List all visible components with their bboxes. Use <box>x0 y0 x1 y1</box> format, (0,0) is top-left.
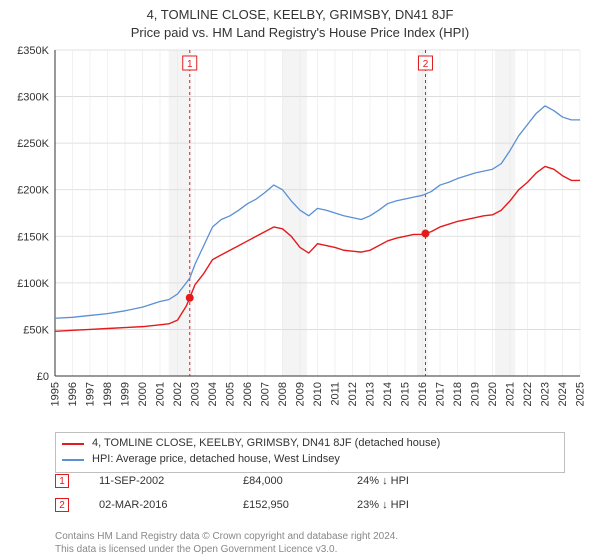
svg-text:1995: 1995 <box>49 382 61 406</box>
svg-text:2021: 2021 <box>504 382 516 406</box>
svg-text:1999: 1999 <box>119 382 131 406</box>
chart-title-sub: Price paid vs. HM Land Registry's House … <box>0 24 600 42</box>
svg-text:£350K: £350K <box>17 45 49 57</box>
svg-text:2022: 2022 <box>522 382 534 406</box>
svg-text:£100K: £100K <box>17 278 49 290</box>
svg-text:2009: 2009 <box>294 382 306 406</box>
legend-label: HPI: Average price, detached house, West… <box>92 452 340 468</box>
svg-text:2002: 2002 <box>172 382 184 406</box>
chart-svg: £0 £50K £100K £150K £200K £250K £300K £350K 1995… <box>0 44 600 424</box>
svg-text:2003: 2003 <box>189 382 201 406</box>
legend-item: HPI: Average price, detached house, West… <box>62 452 558 468</box>
svg-text:2018: 2018 <box>452 382 464 406</box>
svg-text:2025: 2025 <box>574 382 586 406</box>
svg-text:2006: 2006 <box>242 382 254 406</box>
svg-text:2016: 2016 <box>417 382 429 406</box>
footer-line: Contains HM Land Registry data © Crown c… <box>55 530 565 543</box>
chart-titles: 4, TOMLINE CLOSE, KEELBY, GRIMSBY, DN41 … <box>0 0 600 41</box>
legend-item: 4, TOMLINE CLOSE, KEELBY, GRIMSBY, DN41 … <box>62 436 558 452</box>
svg-text:1998: 1998 <box>102 382 114 406</box>
svg-text:2024: 2024 <box>557 382 569 406</box>
svg-text:£300K: £300K <box>17 92 49 104</box>
svg-text:1996: 1996 <box>67 382 79 406</box>
svg-text:£250K: £250K <box>17 138 49 150</box>
marker-row: 2 02-MAR-2016 £152,950 23% ↓ HPI <box>55 498 565 512</box>
marker-row: 1 11-SEP-2002 £84,000 24% ↓ HPI <box>55 474 565 488</box>
svg-text:1997: 1997 <box>84 382 96 406</box>
marker-date: 02-MAR-2016 <box>73 499 239 511</box>
svg-text:2007: 2007 <box>259 382 271 406</box>
svg-text:2015: 2015 <box>399 382 411 406</box>
svg-text:2011: 2011 <box>329 382 341 406</box>
svg-text:2013: 2013 <box>364 382 376 406</box>
marker-badge-icon: 1 <box>55 474 69 488</box>
marker-date: 11-SEP-2002 <box>73 475 239 487</box>
svg-text:2019: 2019 <box>469 382 481 406</box>
marker-price: £152,950 <box>243 499 353 511</box>
page: 4, TOMLINE CLOSE, KEELBY, GRIMSBY, DN41 … <box>0 0 600 560</box>
svg-text:£50K: £50K <box>23 324 49 336</box>
svg-text:2008: 2008 <box>277 382 289 406</box>
svg-text:2000: 2000 <box>137 382 149 406</box>
svg-text:1: 1 <box>187 59 193 70</box>
footer: Contains HM Land Registry data © Crown c… <box>55 530 565 556</box>
svg-text:2: 2 <box>423 59 429 70</box>
legend-swatch <box>62 443 84 445</box>
chart-plot: £0 £50K £100K £150K £200K £250K £300K £350K 1995… <box>0 44 600 424</box>
svg-text:2010: 2010 <box>312 382 324 406</box>
svg-text:2004: 2004 <box>207 382 219 406</box>
svg-text:2020: 2020 <box>487 382 499 406</box>
footer-line: This data is licensed under the Open Gov… <box>55 543 565 556</box>
marker-badge-icon: 2 <box>55 498 69 512</box>
legend: 4, TOMLINE CLOSE, KEELBY, GRIMSBY, DN41 … <box>55 432 565 473</box>
marker-price: £84,000 <box>243 475 353 487</box>
svg-text:£0: £0 <box>37 371 49 383</box>
svg-text:2001: 2001 <box>154 382 166 406</box>
svg-text:2014: 2014 <box>382 382 394 406</box>
svg-text:2017: 2017 <box>434 382 446 406</box>
svg-text:2012: 2012 <box>347 382 359 406</box>
legend-label: 4, TOMLINE CLOSE, KEELBY, GRIMSBY, DN41 … <box>92 436 440 452</box>
svg-text:£200K: £200K <box>17 185 49 197</box>
marker-pct: 24% ↓ HPI <box>357 475 477 487</box>
svg-text:2023: 2023 <box>539 382 551 406</box>
svg-text:2005: 2005 <box>224 382 236 406</box>
svg-text:£150K: £150K <box>17 231 49 243</box>
legend-swatch <box>62 459 84 461</box>
chart-title-address: 4, TOMLINE CLOSE, KEELBY, GRIMSBY, DN41 … <box>0 6 600 24</box>
marker-pct: 23% ↓ HPI <box>357 499 477 511</box>
